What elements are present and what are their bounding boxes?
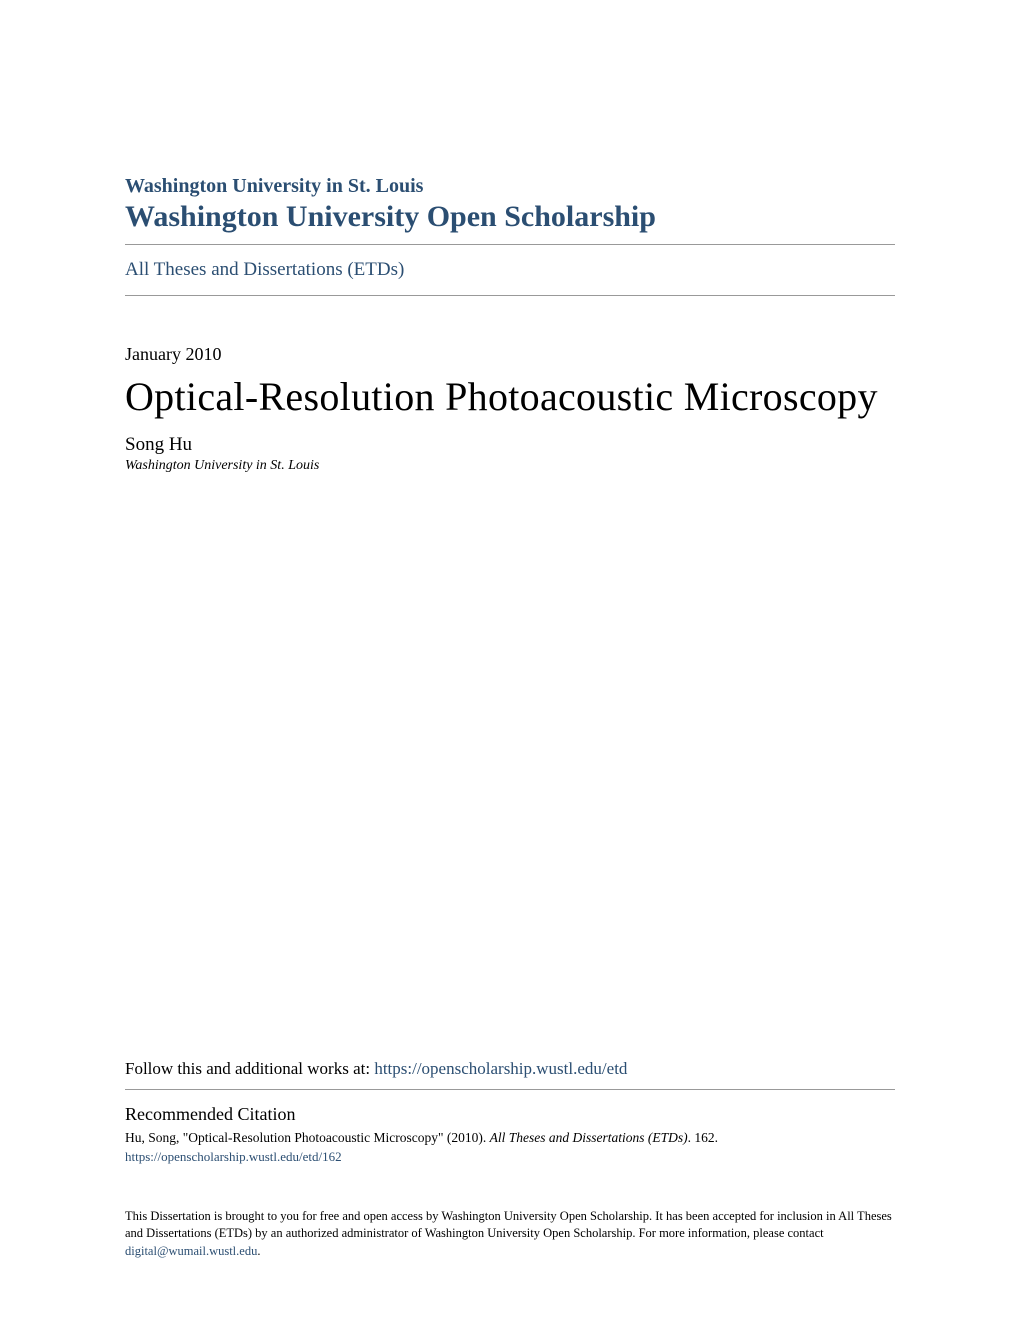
publication-date: January 2010 [125,344,895,365]
vertical-spacer [125,474,895,1059]
header-block: Washington University in St. Louis Washi… [125,175,895,244]
repository-name[interactable]: Washington University Open Scholarship [125,200,895,234]
citation-text: Hu, Song, "Optical-Resolution Photoacous… [125,1129,895,1147]
citation-suffix: . 162. [688,1130,718,1145]
footer-email-link[interactable]: digital@wumail.wustl.edu [125,1244,257,1258]
citation-url-link[interactable]: https://openscholarship.wustl.edu/etd/16… [125,1149,342,1165]
citation-prefix: Hu, Song, "Optical-Resolution Photoacous… [125,1130,490,1145]
author-affiliation: Washington University in St. Louis [125,458,895,474]
paper-title: Optical-Resolution Photoacoustic Microsc… [125,373,895,420]
author-name: Song Hu [125,434,895,456]
institution-name[interactable]: Washington University in St. Louis [125,175,895,198]
footer-period: . [257,1244,260,1258]
page-content: Washington University in St. Louis Washi… [0,0,1020,1320]
follow-line: Follow this and additional works at: htt… [125,1059,895,1079]
collection-link-row: All Theses and Dissertations (ETDs) [125,245,895,295]
collection-link[interactable]: All Theses and Dissertations (ETDs) [125,259,404,280]
footer-body: This Dissertation is brought to you for … [125,1209,892,1241]
follow-prefix: Follow this and additional works at: [125,1059,374,1078]
divider-collection [125,295,895,296]
footer-text: This Dissertation is brought to you for … [125,1208,895,1261]
citation-collection-italic: All Theses and Dissertations (ETDs) [490,1130,688,1145]
follow-url-link[interactable]: https://openscholarship.wustl.edu/etd [374,1059,627,1078]
citation-heading: Recommended Citation [125,1104,895,1125]
citation-block: Recommended Citation Hu, Song, "Optical-… [125,1090,895,1165]
